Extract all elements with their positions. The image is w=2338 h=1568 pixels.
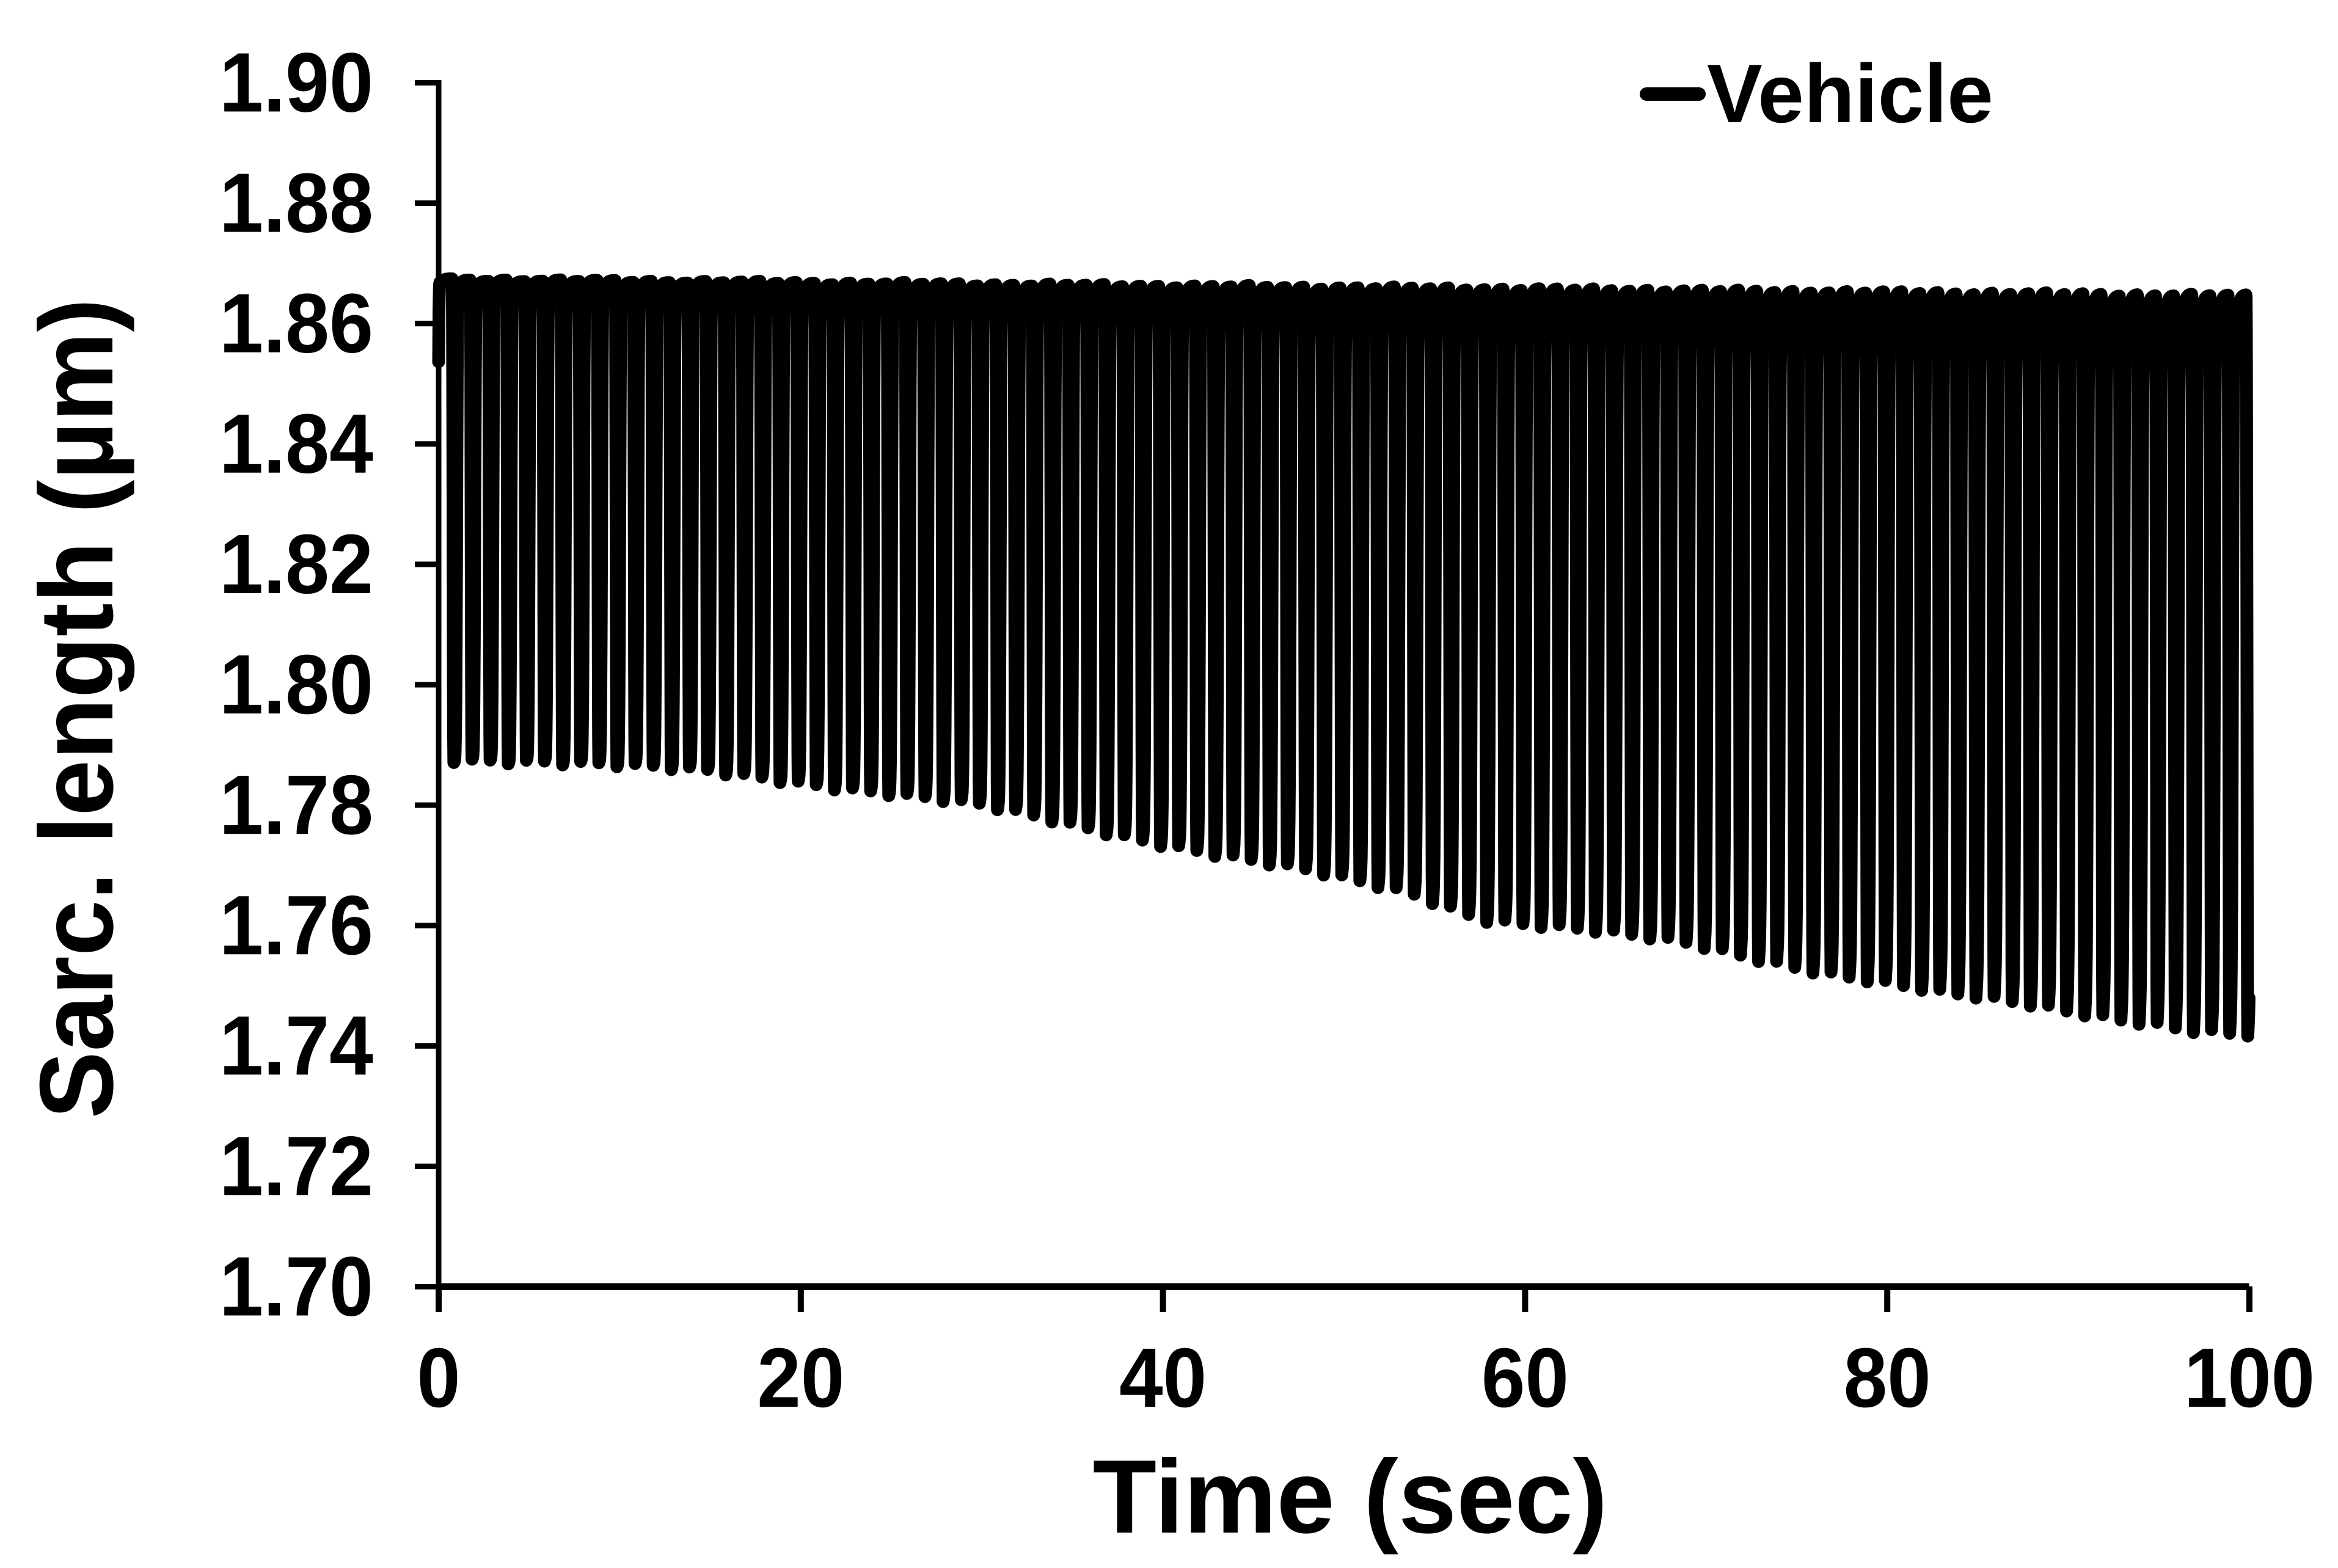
svg-text:1.70: 1.70	[219, 1240, 373, 1334]
svg-text:20: 20	[757, 1331, 844, 1425]
svg-text:1.76: 1.76	[219, 878, 373, 972]
svg-text:1.84: 1.84	[219, 397, 373, 491]
svg-text:80: 80	[1844, 1331, 1931, 1425]
svg-text:1.90: 1.90	[219, 36, 373, 130]
svg-text:Vehicle: Vehicle	[1707, 47, 1993, 140]
svg-text:100: 100	[2184, 1331, 2315, 1425]
svg-text:Sarc. length (µm): Sarc. length (µm)	[18, 299, 135, 1119]
svg-text:1.82: 1.82	[219, 517, 373, 611]
svg-text:1.78: 1.78	[219, 758, 373, 852]
svg-text:1.74: 1.74	[219, 999, 373, 1093]
svg-text:0: 0	[417, 1331, 461, 1425]
svg-text:1.88: 1.88	[219, 156, 373, 250]
svg-text:1.72: 1.72	[219, 1119, 373, 1213]
svg-text:1.80: 1.80	[219, 638, 373, 732]
svg-text:Time (sec): Time (sec)	[1093, 1439, 1608, 1555]
svg-text:1.86: 1.86	[219, 277, 373, 371]
svg-text:60: 60	[1481, 1331, 1569, 1425]
svg-text:40: 40	[1119, 1331, 1207, 1425]
